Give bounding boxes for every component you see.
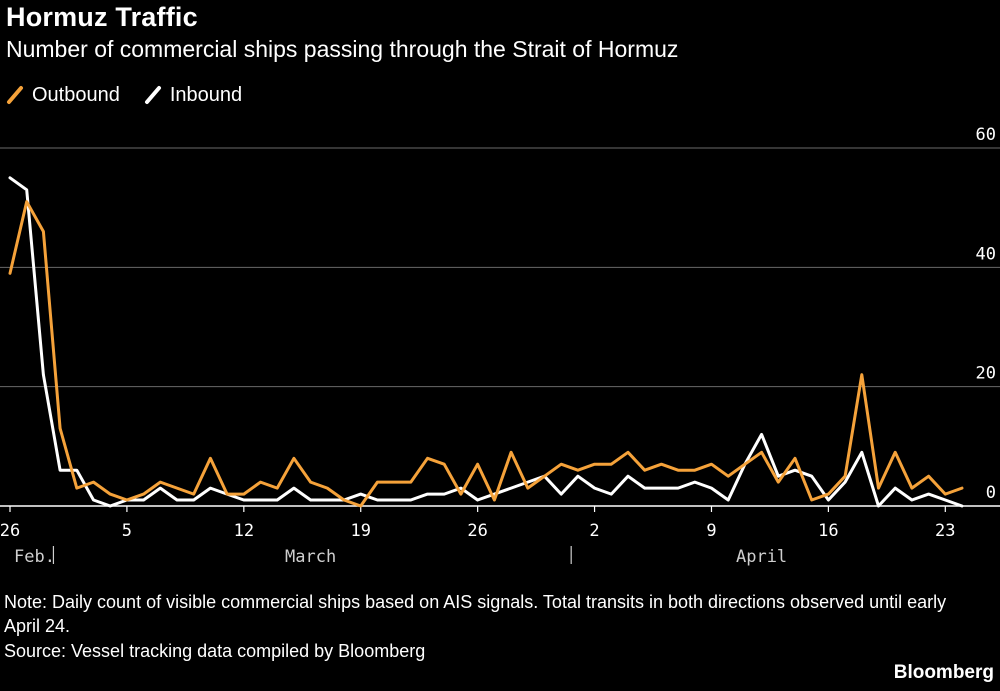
x-tick-label-19: 19 <box>350 521 370 541</box>
chart-note: Note: Daily count of visible commercial … <box>4 592 947 636</box>
legend: Outbound Inbound <box>6 82 242 108</box>
x-tick-label-16: 16 <box>818 521 838 541</box>
series-line-outbound <box>8 200 964 508</box>
x-tick-label-23: 23 <box>935 521 955 541</box>
y-tick-label-40: 40 <box>976 244 996 264</box>
x-tick-label-26: 26 <box>467 521 487 541</box>
x-tick-label-5: 5 <box>122 521 132 541</box>
chart-subtitle: Number of commercial ships passing throu… <box>6 36 679 62</box>
legend-swatch-inbound <box>144 86 161 104</box>
legend-item-outbound: Outbound <box>6 84 120 107</box>
x-tick-label-26: 26 <box>0 521 20 541</box>
x-period-label-feb: Feb. <box>14 547 55 567</box>
y-tick-label-60: 60 <box>976 125 996 145</box>
bloomberg-logo: Bloomberg <box>893 662 994 683</box>
legend-swatch-inbound-line <box>144 86 161 104</box>
line-chart: 0 20 40 60 26 5 12 19 26 2 9 16 23 Feb. March April <box>0 125 1000 567</box>
legend-swatch-outbound-line <box>7 86 23 104</box>
legend-swatch-outbound <box>7 86 23 104</box>
x-tick-label-2: 2 <box>589 521 599 541</box>
y-tick-label-20: 20 <box>976 364 996 384</box>
legend-item-inbound: Inbound <box>144 84 242 107</box>
x-tick-label-12: 12 <box>234 521 254 541</box>
x-period-label-march: March <box>285 547 336 567</box>
chart-title: Hormuz Traffic <box>6 2 198 32</box>
legend-label-inbound: Inbound <box>169 83 243 106</box>
y-tick-label-0: 0 <box>986 483 996 503</box>
x-period-label-april: April <box>736 547 787 567</box>
x-tick-label-9: 9 <box>706 521 716 541</box>
series-line-inbound <box>8 176 964 508</box>
legend-label-outbound: Outbound <box>32 83 120 106</box>
chart-source: Source: Vessel tracking data compiled by… <box>4 641 426 661</box>
